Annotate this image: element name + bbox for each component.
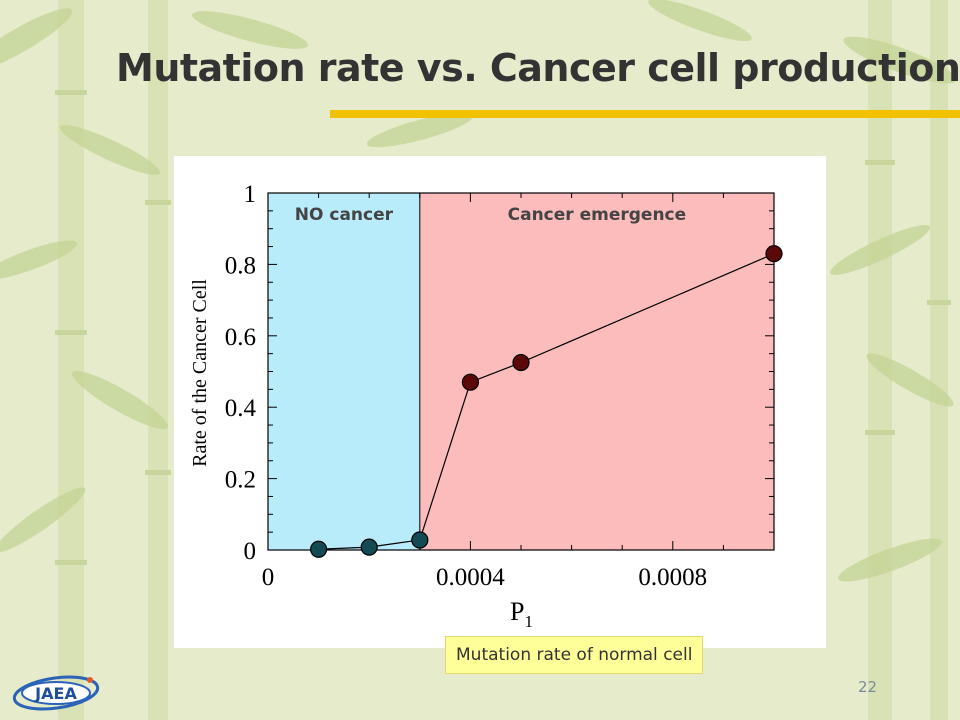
title-underline — [330, 110, 960, 118]
x-tick-label: 0.0004 — [436, 564, 505, 591]
x-axis-title-subscript: 1 — [524, 612, 533, 631]
region-0 — [268, 193, 420, 550]
x-tick-label: 0 — [262, 564, 275, 591]
y-axis-title: Rate of the Cancer Cell — [189, 279, 211, 467]
line-chart: NO cancer Cancer emergence 0 0.2 0.4 0.6 0.8 1 0… — [189, 181, 783, 631]
logo-text: JAEA — [34, 684, 77, 703]
x-axis-title: P1 — [510, 597, 533, 631]
region-1 — [419, 193, 774, 550]
page-number: 22 — [858, 678, 878, 696]
jaea-logo: JAEA — [12, 675, 100, 711]
slide-title: Mutation rate vs. Cancer cell production — [116, 46, 960, 90]
region-label-0: NO cancer — [295, 205, 394, 225]
y-tick-label: 1 — [244, 181, 257, 208]
data-point — [360, 538, 378, 556]
caption-box: Mutation rate of normal cell — [445, 636, 704, 674]
y-tick-label: 0.8 — [225, 252, 256, 279]
x-axis-title-main: P — [510, 597, 524, 626]
y-tick-label: 0.2 — [225, 467, 256, 494]
region-label-1: Cancer emergence — [508, 205, 687, 225]
data-point — [461, 373, 479, 391]
y-tick-label: 0.4 — [225, 395, 257, 422]
data-point — [310, 540, 328, 558]
y-tick-label: 0 — [244, 538, 257, 565]
data-point — [512, 353, 530, 372]
data-point — [765, 245, 783, 263]
chart-panel: NO cancer Cancer emergence 0 0.2 0.4 0.6 0.8 1 0… — [174, 156, 826, 648]
y-tick-label: 0.6 — [225, 324, 256, 351]
data-point — [411, 531, 429, 549]
x-tick-label: 0.0008 — [638, 564, 707, 591]
